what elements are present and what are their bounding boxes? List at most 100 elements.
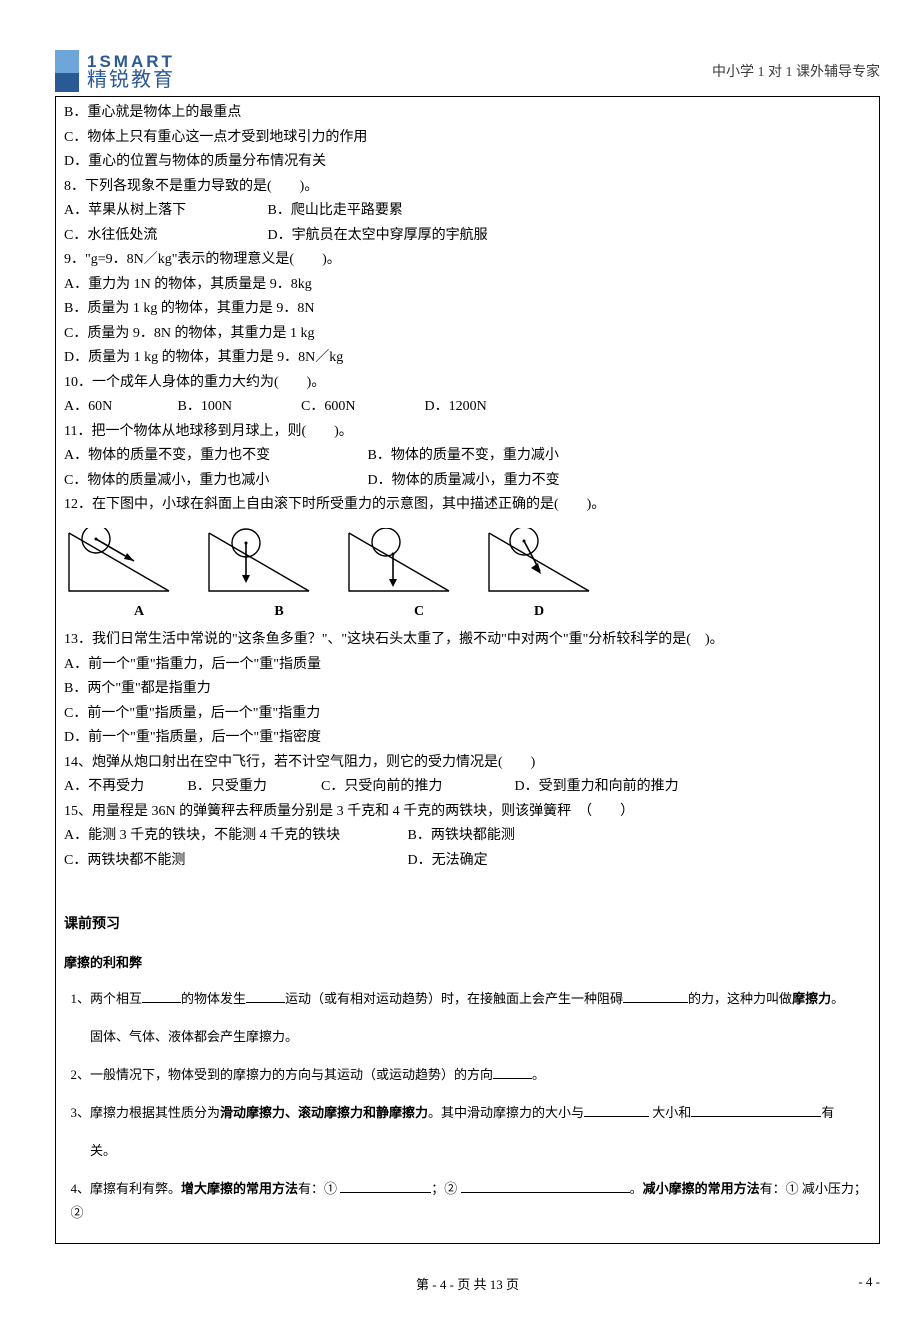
- label: D: [489, 600, 589, 625]
- t: 。: [831, 991, 844, 1006]
- preview-item-1: 1、两个相互 的物体发生 运动（或有相对运动趋势）时，在接触面上会产生一种阻碍 的力，…: [64, 987, 871, 1012]
- options-row: A．物体的质量不变，重力也不变 B．物体的质量不变，重力减小: [64, 444, 871, 469]
- blank: [142, 989, 181, 1003]
- opt: B．重心就是物体上的最重点: [64, 101, 871, 126]
- opt: A．不再受力: [64, 775, 184, 800]
- t: 。: [630, 1181, 643, 1196]
- preview-item-3-sub: 关。: [64, 1139, 871, 1164]
- diagram-labels: A B C D: [64, 600, 871, 625]
- question: 14、炮弹从炮口射出在空中飞行，若不计空气阻力，则它的受力情况是( ): [64, 751, 871, 776]
- preview-list: 1、两个相互 的物体发生 运动（或有相对运动趋势）时，在接触面上会产生一种阻碍 的力，…: [64, 987, 871, 1226]
- opt: B．只受重力: [188, 775, 318, 800]
- page-footer: 第 - 4 - 页 共 13 页 - 4 -: [55, 1274, 880, 1293]
- t: 有: [821, 1105, 834, 1120]
- opt: D．受到重力和向前的推力: [515, 775, 679, 800]
- footer-center: 第 - 4 - 页 共 13 页: [115, 1274, 820, 1293]
- t-bold: 增大摩擦的常用方法: [181, 1181, 298, 1196]
- t: 1、两个相互: [71, 991, 143, 1006]
- preview-item-3: 3、摩擦力根据其性质分为滑动摩擦力、滚动摩擦力和静摩擦力。其中滑动摩擦力的大小与…: [64, 1101, 871, 1126]
- question: 13．我们日常生活中常说的"这条鱼多重？"、"这块石头太重了，搬不动"中对两个"…: [64, 628, 871, 653]
- opt: C．两铁块都不能测: [64, 849, 404, 874]
- question: 8．下列各现象不是重力导致的是( )。: [64, 175, 871, 200]
- label: B: [209, 600, 349, 625]
- content-box: B．重心就是物体上的最重点 C．物体上只有重心这一点才受到地球引力的作用 D．重…: [55, 96, 880, 1244]
- preview-item-4: 4、摩擦有利有弊。增大摩擦的常用方法有：① ；② 。减小摩擦的常用方法有：① 减…: [64, 1177, 871, 1226]
- section-title: 课前预习: [64, 913, 871, 938]
- t: 3、摩擦力根据其性质分为: [71, 1105, 221, 1120]
- question: 15、用量程是 36N 的弹簧秤去秤质量分别是 3 千克和 4 千克的两铁块，则…: [64, 800, 871, 825]
- label: C: [349, 600, 489, 625]
- opt: C．只受向前的推力: [321, 775, 511, 800]
- t: 运动（或有相对运动趋势）时，在接触面上会产生一种阻碍: [285, 991, 623, 1006]
- opt: D．无法确定: [408, 849, 488, 874]
- diagram-b: [204, 528, 314, 598]
- section-subtitle: 摩擦的利和弊: [64, 952, 871, 975]
- label-a n: A: [99, 600, 179, 625]
- logo: 1SMART 精锐教育: [55, 50, 175, 92]
- page-header: 1SMART 精锐教育 中小学 1 对 1 课外辅导专家: [55, 50, 880, 92]
- t: 的物体发生: [181, 991, 246, 1006]
- logo-text-cn: 精锐教育: [87, 70, 175, 90]
- options-row: A．不再受力 B．只受重力 C．只受向前的推力 D．受到重力和向前的推力: [64, 775, 871, 800]
- options-row: C．水往低处流 D．宇航员在太空中穿厚厚的宇航服: [64, 224, 871, 249]
- blank: [691, 1103, 821, 1117]
- opt: D．1200N: [425, 395, 487, 420]
- diagram-c: [344, 528, 454, 598]
- opt: B．质量为 1 kg 的物体，其重力是 9．8N: [64, 297, 871, 322]
- opt: D．重心的位置与物体的质量分布情况有关: [64, 150, 871, 175]
- diagram-row: [64, 528, 871, 598]
- opt: C．物体的质量减小，重力也减小: [64, 469, 364, 494]
- opt: A．60N: [64, 395, 174, 420]
- footer-right: - 4 -: [820, 1274, 880, 1293]
- opt: A．物体的质量不变，重力也不变: [64, 444, 364, 469]
- t: ；②: [431, 1181, 460, 1196]
- t: 4、摩擦有利有弊。: [71, 1181, 182, 1196]
- opt: A．前一个"重"指重力，后一个"重"指质量: [64, 653, 871, 678]
- t-bold: 滑动摩擦力、滚动摩擦力和静摩擦力: [220, 1105, 428, 1120]
- t-bold: 减小摩擦的常用方法: [643, 1181, 760, 1196]
- diagram-d: [484, 528, 594, 598]
- opt: D．宇航员在太空中穿厚厚的宇航服: [268, 224, 488, 249]
- t: 的力，这种力叫做: [688, 991, 792, 1006]
- t: 大小和: [649, 1105, 691, 1120]
- t: 有：①: [298, 1181, 340, 1196]
- preview-item-1-sub: 固体、气体、液体都会产生摩擦力。: [64, 1025, 871, 1050]
- opt: B．两个"重"都是指重力: [64, 677, 871, 702]
- opt: C．质量为 9．8N 的物体，其重力是 1 kg: [64, 322, 871, 347]
- question: 11．把一个物体从地球移到月球上，则( )。: [64, 420, 871, 445]
- opt: D．前一个"重"指质量，后一个"重"指密度: [64, 726, 871, 751]
- opt: B．爬山比走平路要累: [268, 199, 403, 224]
- options-row: A．能测 3 千克的铁块，不能测 4 千克的铁块 B．两铁块都能测: [64, 824, 871, 849]
- opt: B．两铁块都能测: [408, 824, 515, 849]
- logo-icon: [55, 50, 79, 92]
- opt: D．质量为 1 kg 的物体，其重力是 9．8N／kg: [64, 346, 871, 371]
- opt: C．600N: [301, 395, 421, 420]
- opt: B．物体的质量不变，重力减小: [368, 444, 559, 469]
- opt: C．物体上只有重心这一点才受到地球引力的作用: [64, 126, 871, 151]
- question: 12．在下图中，小球在斜面上自由滚下时所受重力的示意图，其中描述正确的是( )。: [64, 493, 871, 518]
- blank: [246, 989, 285, 1003]
- blank: [584, 1103, 649, 1117]
- t: 。其中滑动摩擦力的大小与: [428, 1105, 584, 1120]
- opt: A．能测 3 千克的铁块，不能测 4 千克的铁块: [64, 824, 404, 849]
- options-row: A．苹果从树上落下 B．爬山比走平路要累: [64, 199, 871, 224]
- opt: A．重力为 1N 的物体，其质量是 9．8kg: [64, 273, 871, 298]
- logo-text-en: 1SMART: [87, 53, 175, 70]
- diagram-a: [64, 528, 174, 598]
- blank: [493, 1065, 532, 1079]
- t: 。: [532, 1067, 545, 1082]
- t-bold: 摩擦力: [792, 991, 831, 1006]
- question: 9．"g=9．8N／kg"表示的物理意义是( )。: [64, 248, 871, 273]
- preview-item-2: 2、一般情况下，物体受到的摩擦力的方向与其运动（或运动趋势）的方向。: [64, 1063, 871, 1088]
- opt: D．物体的质量减小，重力不变: [368, 469, 560, 494]
- opt: B．100N: [178, 395, 298, 420]
- options-row: C．物体的质量减小，重力也减小 D．物体的质量减小，重力不变: [64, 469, 871, 494]
- header-tagline: 中小学 1 对 1 课外辅导专家: [712, 61, 880, 81]
- blank: [461, 1179, 630, 1193]
- opt: C．前一个"重"指质量，后一个"重"指重力: [64, 702, 871, 727]
- options-row: C．两铁块都不能测 D．无法确定: [64, 849, 871, 874]
- options-row: A．60N B．100N C．600N D．1200N: [64, 395, 871, 420]
- question: 10．一个成年人身体的重力大约为( )。: [64, 371, 871, 396]
- opt: A．苹果从树上落下: [64, 199, 264, 224]
- blank: [623, 989, 688, 1003]
